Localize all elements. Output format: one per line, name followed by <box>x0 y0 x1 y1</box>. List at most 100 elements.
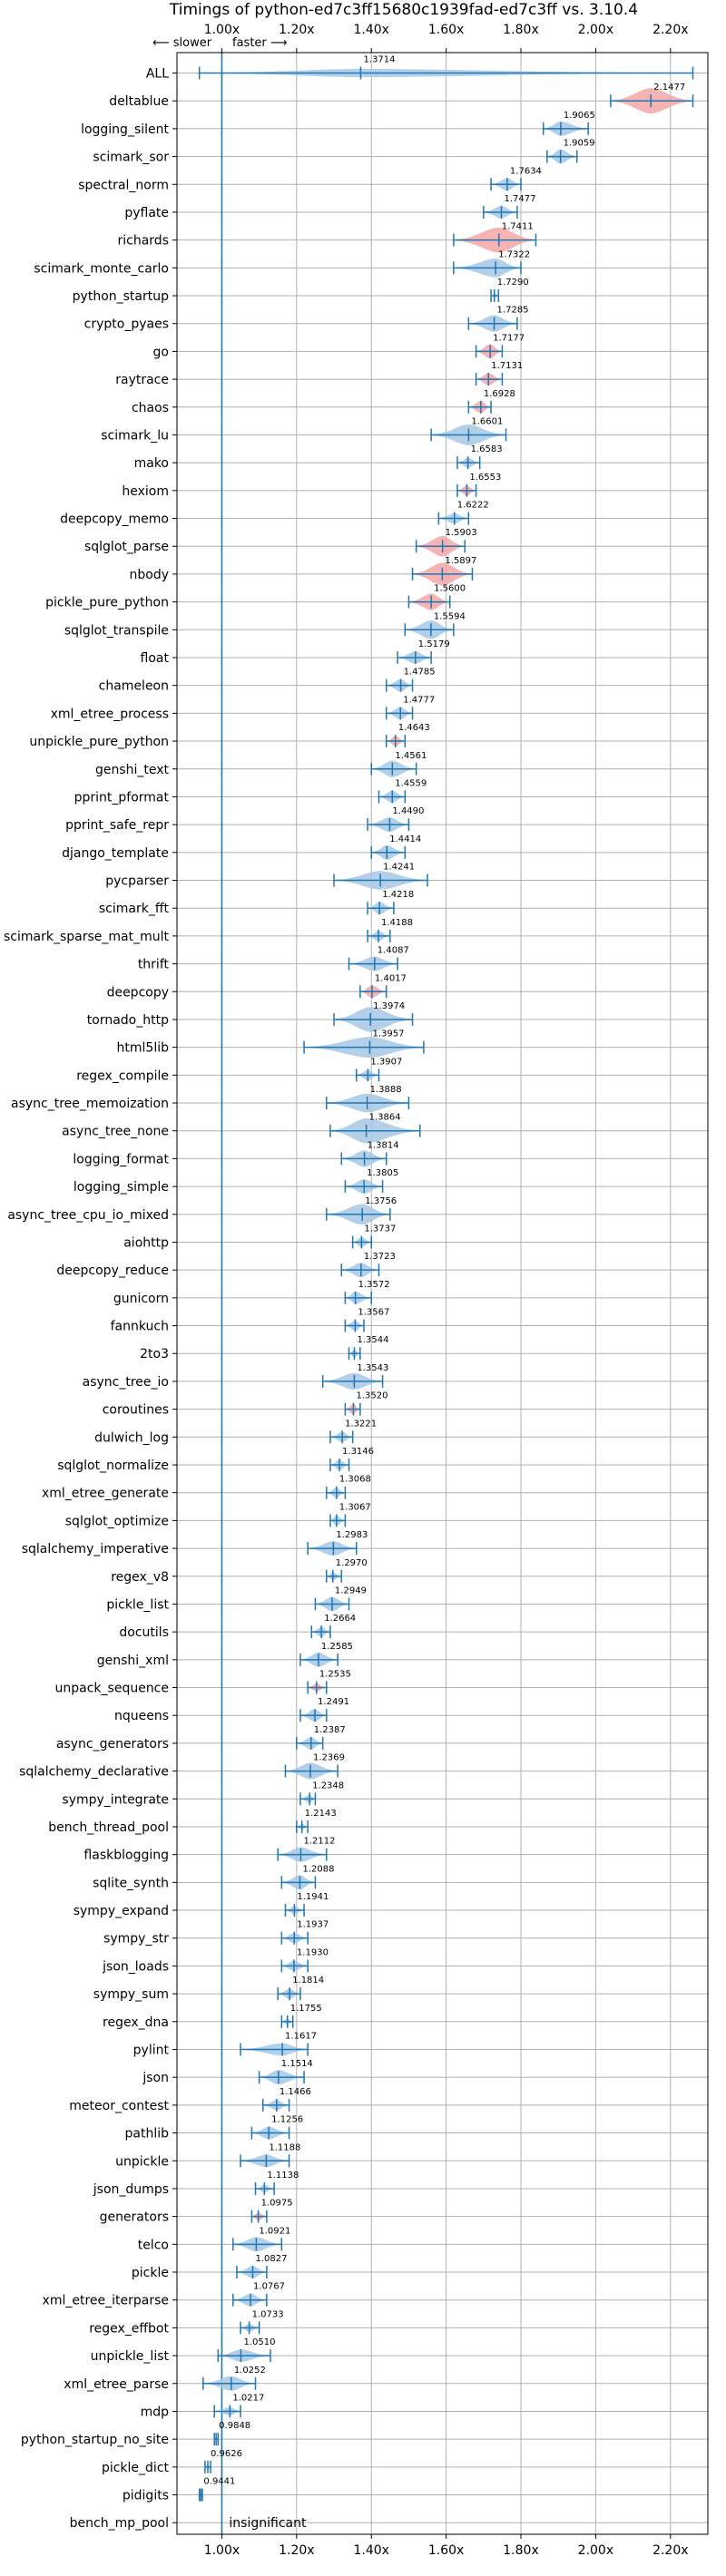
median-label: 1.7285 <box>497 306 529 316</box>
violin-sympy_expand: 1.1941 <box>284 1892 329 1917</box>
median-label: 1.2491 <box>318 1697 349 1707</box>
violin-async_generators: 1.2387 <box>296 1725 346 1750</box>
benchmark-label: mako <box>134 456 169 471</box>
median-label: 1.4559 <box>395 778 427 788</box>
violin-unpickle: 1.1188 <box>240 2142 300 2168</box>
benchmark-label: scimark_sparse_mat_mult <box>4 930 169 944</box>
median-label: 1.4414 <box>389 834 421 844</box>
violin-async_tree_none: 1.3864 <box>329 1113 421 1144</box>
violin-deltablue: 2.1477 <box>610 83 694 114</box>
benchmark-label: regex_dna <box>103 2015 169 2030</box>
violin-go: 1.7177 <box>475 333 525 359</box>
median-label: 1.2348 <box>312 1781 344 1791</box>
violin-richards: 1.7411 <box>453 222 537 253</box>
median-label: 1.3805 <box>367 1168 398 1178</box>
median-label: 1.2088 <box>302 1864 334 1874</box>
median-label: 1.5600 <box>434 584 466 594</box>
median-label: 1.0733 <box>252 2309 284 2319</box>
benchmark-label: python_startup <box>73 289 169 304</box>
violin-chaos: 1.6928 <box>467 389 515 414</box>
median-label: 1.0921 <box>259 2226 290 2236</box>
violin-mdp: 1.0217 <box>213 2393 264 2418</box>
violin-deepcopy_reduce: 1.3723 <box>340 1252 396 1278</box>
violin-deepcopy_memo: 1.6222 <box>437 501 489 525</box>
benchmark-label: logging_silent <box>81 122 169 137</box>
median-label: 1.3714 <box>363 55 395 65</box>
x-tick-label-bottom: 1.40x <box>353 2543 388 2558</box>
median-label: 1.7322 <box>498 249 530 259</box>
violin-scimark_sor: 1.9059 <box>546 139 595 164</box>
benchmark-label: pickle_list <box>106 1597 169 1612</box>
benchmark-label: pickle_pure_python <box>45 596 169 610</box>
faster-direction-label: faster ⟶ <box>232 36 288 50</box>
x-tick-label-bottom: 2.20x <box>652 2543 688 2558</box>
median-label: 1.2949 <box>335 1586 367 1595</box>
violin-python_startup: 1.7290 <box>490 278 529 303</box>
violin-json_dumps: 1.1138 <box>254 2171 299 2195</box>
benchmark-label: go <box>153 345 169 359</box>
violin-sqlglot_transpile: 1.5594 <box>404 611 466 639</box>
median-label: 1.4087 <box>378 946 409 956</box>
violin-nbody: 1.5897 <box>411 556 476 586</box>
benchmark-label: flaskblogging <box>83 1849 169 1863</box>
median-label: 1.3974 <box>373 1001 405 1011</box>
benchmark-label: sqlalchemy_imperative <box>22 1542 169 1556</box>
median-label: 1.6553 <box>469 473 501 483</box>
median-label: 1.3067 <box>339 1502 371 1512</box>
median-label: 1.2585 <box>321 1642 353 1652</box>
benchmark-label: unpack_sequence <box>55 1682 169 1696</box>
violin-unpickle_pure_python: 1.4643 <box>385 723 430 748</box>
benchmark-label: scimark_monte_carlo <box>34 261 169 276</box>
benchmark-label: deepcopy_memo <box>60 512 169 527</box>
violin-sqlglot_parse: 1.5903 <box>415 528 477 557</box>
median-label: 1.2387 <box>314 1725 346 1735</box>
median-label: 1.6583 <box>471 444 503 454</box>
benchmark-label: generators <box>100 2210 169 2225</box>
violin-python_startup_no_site: 0.9848 <box>213 2421 250 2446</box>
benchmark-label: regex_compile <box>76 1068 169 1083</box>
violin-async_tree_cpu_io_mixed: 1.3756 <box>326 1196 397 1225</box>
benchmark-label: dulwich_log <box>94 1430 169 1445</box>
benchmark-label: async_generators <box>56 1737 169 1751</box>
violin-xml_etree_process: 1.4777 <box>385 695 435 720</box>
benchmark-label: json_loads <box>102 1959 169 1974</box>
median-label: 1.1138 <box>267 2171 299 2181</box>
benchmark-label: pathlib <box>125 2127 170 2142</box>
violin-django_template: 1.4414 <box>370 834 421 860</box>
median-label: 1.3814 <box>368 1140 399 1150</box>
violin-pidigits: 0.9441 <box>198 2477 235 2502</box>
median-label: 1.7131 <box>491 361 523 371</box>
median-label: 1.1941 <box>297 1892 329 1902</box>
benchmark-label: xml_etree_process <box>51 707 169 721</box>
x-tick-label-bottom: 1.20x <box>279 2543 314 2558</box>
median-label: 1.0252 <box>234 2366 266 2376</box>
benchmark-label: deepcopy_reduce <box>56 1264 169 1278</box>
benchmark-label: scimark_fft <box>99 902 170 916</box>
violin-scimark_sparse_mat_mult: 1.4188 <box>367 918 413 942</box>
violin-logging_format: 1.3814 <box>340 1140 399 1167</box>
median-label: 1.1617 <box>285 2031 317 2041</box>
benchmark-label: json <box>142 2071 169 2085</box>
x-tick-label-top: 1.80x <box>503 23 538 37</box>
median-label: 1.4643 <box>398 723 430 733</box>
median-label: 1.2112 <box>303 1837 335 1847</box>
benchmark-label: pylint <box>133 2043 170 2057</box>
benchmark-label: unpickle_list <box>91 2349 170 2364</box>
median-label: 2.1477 <box>653 83 685 93</box>
benchmark-label: unpickle_pure_python <box>29 735 169 749</box>
median-label: 1.1755 <box>290 2004 322 2014</box>
benchmark-label: aiohttp <box>123 1235 169 1250</box>
benchmark-label: sympy_sum <box>93 1987 169 2002</box>
violin-docutils: 1.2664 <box>310 1614 356 1639</box>
violin-telco: 1.0921 <box>232 2226 290 2252</box>
median-label: 1.2970 <box>336 1558 368 1568</box>
median-label: 1.4785 <box>404 668 436 678</box>
median-label: 1.7177 <box>493 333 525 343</box>
benchmark-label: docutils <box>119 1625 169 1640</box>
violin-pathlib: 1.1256 <box>250 2115 303 2140</box>
benchmark-label: pickle_dict <box>102 2461 170 2475</box>
violin-raytrace: 1.7131 <box>475 361 523 386</box>
benchmark-label: genshi_text <box>95 763 170 777</box>
median-label: 1.5594 <box>434 611 466 621</box>
median-label: 1.6928 <box>484 389 515 399</box>
